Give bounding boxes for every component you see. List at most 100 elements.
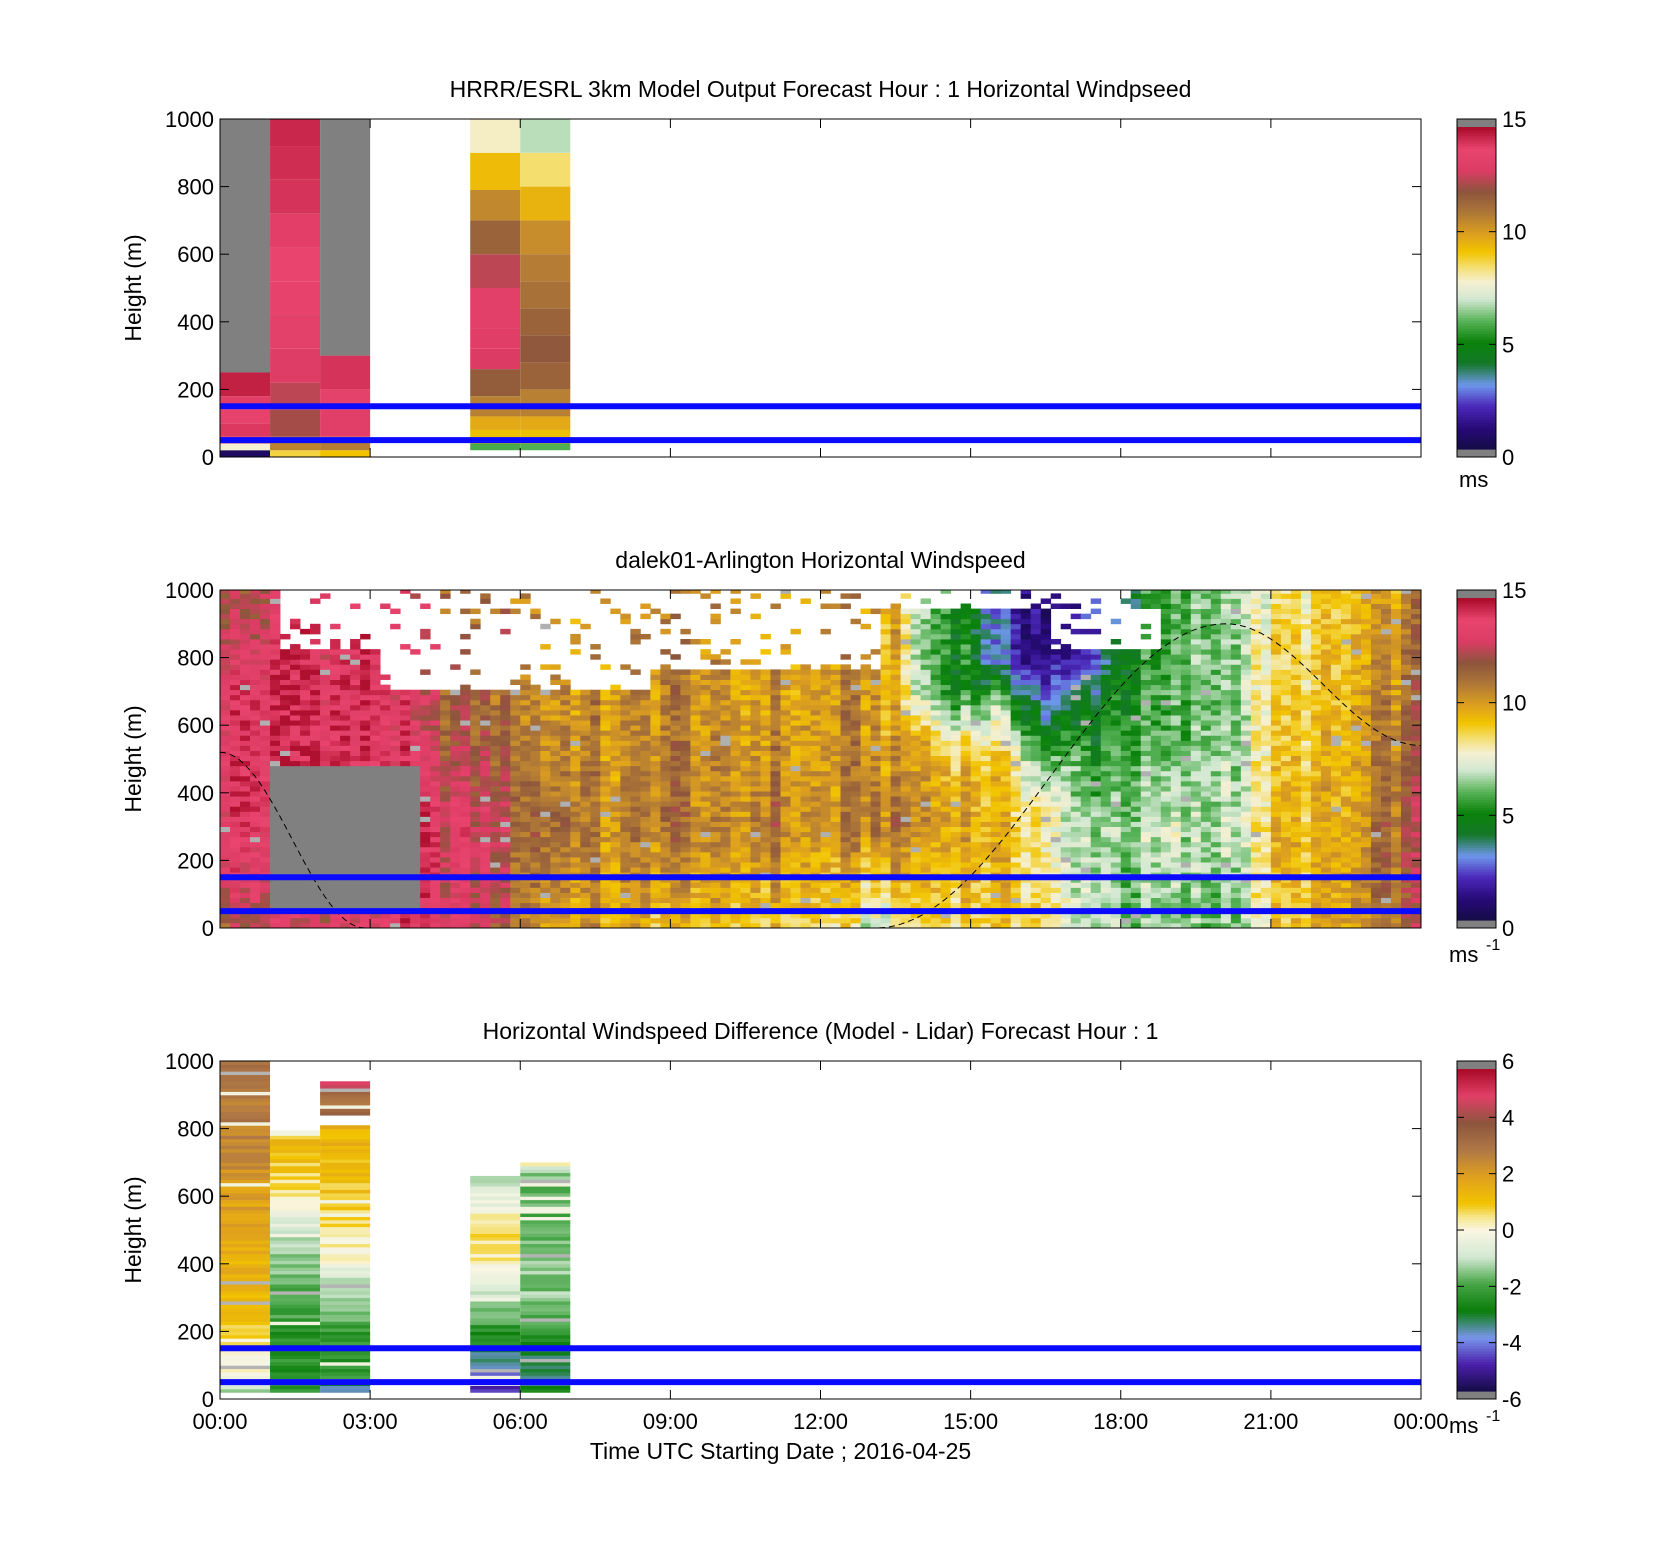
data-cell <box>530 684 541 691</box>
data-cell <box>530 922 541 929</box>
data-cell <box>1060 750 1072 757</box>
data-cell <box>510 740 521 746</box>
data-cell <box>470 348 521 370</box>
data-cell <box>890 735 901 741</box>
data-cell <box>800 669 811 675</box>
data-cell <box>820 846 831 853</box>
data-cell <box>1000 851 1012 858</box>
data-cell <box>460 684 471 691</box>
colorbar-segment <box>1457 416 1496 421</box>
data-cell <box>230 654 241 660</box>
data-cell <box>940 816 952 822</box>
data-cell <box>620 664 631 670</box>
data-cell <box>930 836 941 843</box>
data-cell <box>650 770 661 777</box>
data-cell <box>650 922 661 929</box>
data-cell <box>260 897 271 904</box>
data-cell <box>1000 806 1012 812</box>
data-cell <box>260 857 271 863</box>
data-cell <box>790 887 801 893</box>
data-cell <box>350 745 361 751</box>
data-cell <box>370 826 381 833</box>
data-cell <box>790 882 801 888</box>
data-cell <box>330 740 341 746</box>
data-cell <box>850 760 861 767</box>
data-cell <box>820 720 831 726</box>
data-cell <box>920 730 931 736</box>
data-cell <box>930 674 941 680</box>
data-cell <box>880 831 891 838</box>
data-cell <box>680 704 691 711</box>
data-cell <box>630 892 641 898</box>
data-cell <box>460 694 471 701</box>
data-cell <box>840 654 851 660</box>
data-cell <box>810 704 821 711</box>
data-cell <box>320 862 331 868</box>
data-cell <box>780 750 791 757</box>
data-cell <box>220 618 231 625</box>
data-cell <box>590 801 601 807</box>
data-cell <box>490 887 501 893</box>
data-cell <box>810 735 821 741</box>
data-cell <box>330 674 341 680</box>
data-cell <box>500 750 511 757</box>
data-cell <box>520 811 531 817</box>
data-cell <box>870 750 881 757</box>
data-cell <box>820 679 831 686</box>
data-cell <box>660 811 671 817</box>
data-cell <box>310 659 321 665</box>
data-cell <box>360 841 371 848</box>
data-cell <box>750 684 761 691</box>
data-cell <box>580 806 591 812</box>
data-cell <box>370 674 381 680</box>
data-cell <box>630 801 641 807</box>
data-cell <box>630 770 641 777</box>
data-cell <box>600 694 611 701</box>
data-cell <box>420 689 431 696</box>
data-cell <box>980 811 992 817</box>
data-cell <box>320 806 331 812</box>
data-cell <box>820 694 831 701</box>
data-cell <box>710 821 721 827</box>
data-cell <box>970 760 982 767</box>
data-cell <box>720 699 731 706</box>
data-cell <box>740 821 751 827</box>
data-cell <box>370 694 381 701</box>
data-cell <box>1000 715 1012 721</box>
data-cell <box>1050 593 1062 599</box>
data-cell <box>890 775 901 782</box>
data-cell <box>950 715 962 721</box>
data-cell <box>1040 628 1052 635</box>
data-cell <box>480 740 491 746</box>
data-cell <box>290 760 301 767</box>
data-cell <box>740 740 751 746</box>
data-cell <box>520 862 531 868</box>
colorbar-segment <box>1457 156 1496 160</box>
data-cell <box>350 654 361 660</box>
data-cell <box>900 922 911 929</box>
data-cell <box>250 608 261 615</box>
data-cell <box>860 857 871 863</box>
data-cell <box>1040 649 1052 655</box>
data-cell <box>940 654 952 660</box>
data-cell <box>730 882 741 888</box>
data-cell <box>1010 922 1022 929</box>
data-cell <box>950 857 962 863</box>
data-cell <box>660 745 671 751</box>
data-cell <box>300 841 311 848</box>
data-cell <box>270 669 281 675</box>
data-cell <box>730 725 741 731</box>
data-cell <box>400 796 411 802</box>
data-cell <box>470 608 481 615</box>
data-cell <box>760 775 771 782</box>
data-cell <box>920 801 931 807</box>
data-cell <box>870 811 881 817</box>
data-cell <box>240 740 251 746</box>
data-cell <box>910 613 921 620</box>
data-cell <box>290 664 301 670</box>
data-cell <box>690 882 701 888</box>
data-cell <box>990 644 1002 650</box>
data-cell <box>1000 608 1012 615</box>
data-cell <box>810 725 821 731</box>
data-cell <box>770 806 781 812</box>
